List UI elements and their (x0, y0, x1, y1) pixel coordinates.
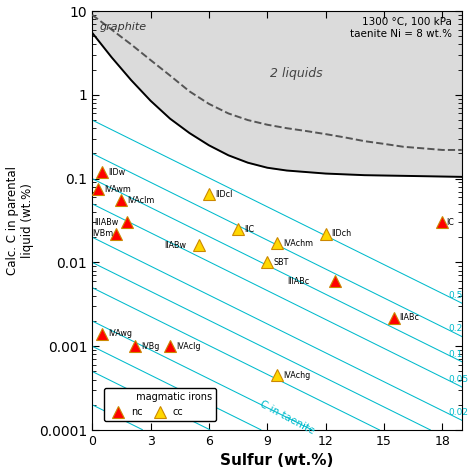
Text: IVAchg: IVAchg (283, 371, 310, 380)
Polygon shape (92, 11, 462, 177)
Text: IVAchm: IVAchm (283, 238, 313, 247)
Text: IIC: IIC (244, 225, 254, 234)
Text: IIABw: IIABw (164, 241, 186, 250)
Text: IC: IC (447, 218, 454, 227)
Text: 0.05: 0.05 (448, 375, 468, 384)
Text: IVAwg: IVAwg (108, 329, 132, 338)
Text: IVAclg: IVAclg (176, 342, 201, 351)
Legend: nc, cc: nc, cc (104, 388, 216, 421)
Text: IVAclm: IVAclm (127, 196, 155, 205)
X-axis label: Sulfur (wt.%): Sulfur (wt.%) (220, 454, 334, 468)
Text: IIDw: IIDw (108, 167, 125, 176)
Text: IIDcl: IIDcl (215, 190, 232, 199)
Text: 0.02: 0.02 (448, 408, 468, 417)
Text: 0.1: 0.1 (448, 349, 463, 358)
Text: 0.2: 0.2 (448, 324, 463, 333)
Text: 2 liquids: 2 liquids (270, 67, 323, 80)
Polygon shape (92, 15, 462, 177)
Text: 1300 °C, 100 kPa
taenite Ni = 8 wt.%: 1300 °C, 100 kPa taenite Ni = 8 wt.% (350, 17, 452, 38)
Text: IVBg: IVBg (141, 342, 159, 351)
Text: IIIABw: IIIABw (94, 218, 118, 227)
Text: SBT: SBT (273, 258, 289, 267)
Text: IIDch: IIDch (331, 229, 352, 238)
Text: graphite: graphite (100, 21, 147, 32)
Text: IVAwm: IVAwm (104, 184, 131, 193)
Text: 0.5: 0.5 (448, 291, 463, 300)
Text: IIIABc: IIIABc (287, 276, 309, 285)
Text: IVBm: IVBm (92, 229, 113, 238)
Text: C in taenite: C in taenite (257, 399, 316, 436)
Y-axis label: Calc. C in parental
liquid (wt.%): Calc. C in parental liquid (wt.%) (6, 166, 34, 275)
Text: IIABc: IIABc (400, 313, 419, 322)
